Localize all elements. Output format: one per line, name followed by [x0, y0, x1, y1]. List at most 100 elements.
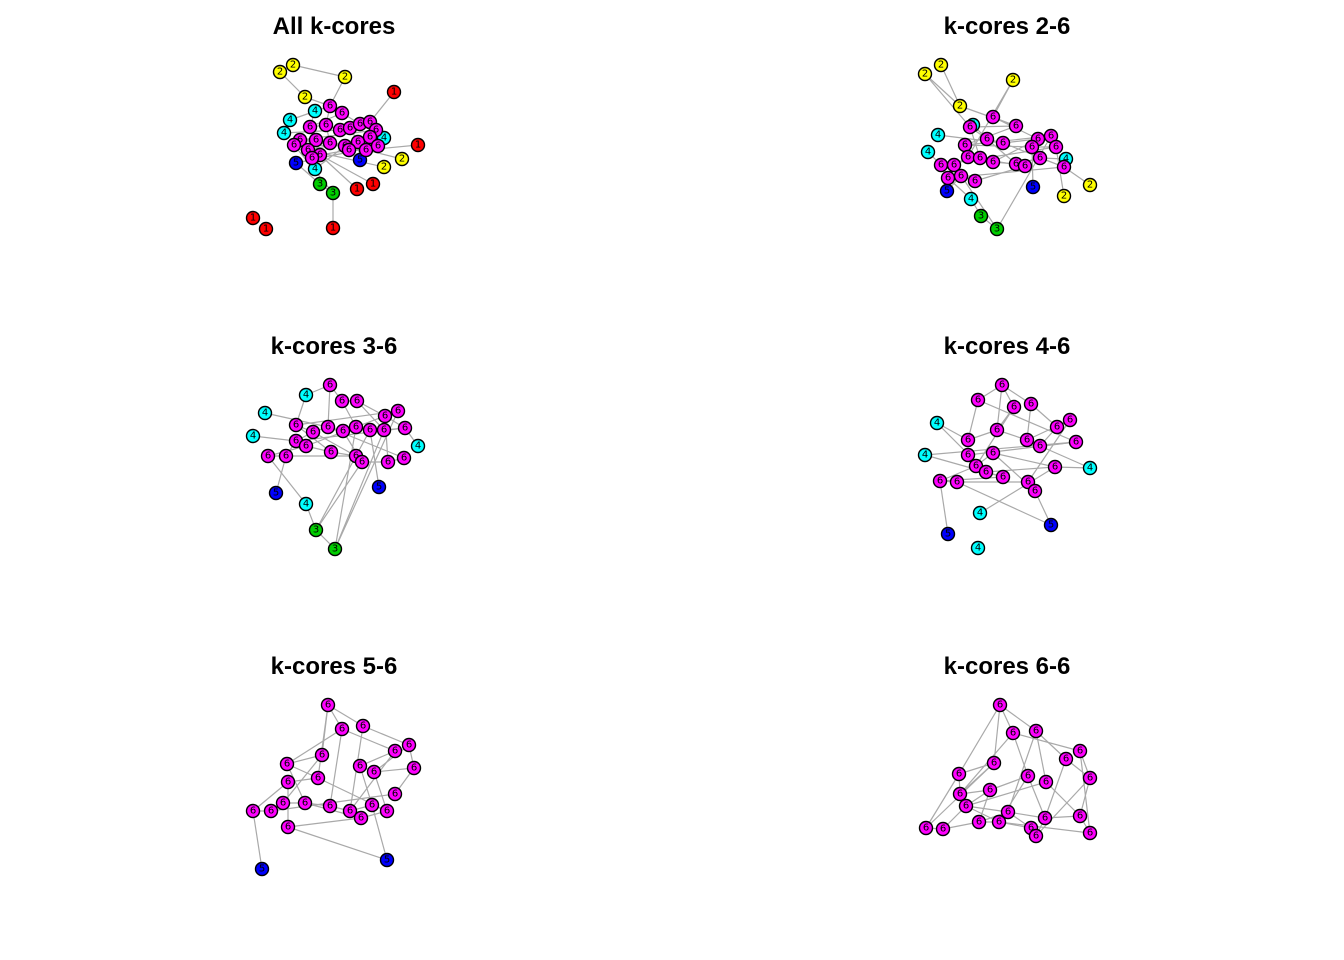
graph-node: 6: [349, 393, 365, 409]
node-label: 2: [381, 162, 387, 173]
graph-node: 6: [971, 814, 987, 830]
graph-node: 6: [362, 422, 378, 438]
node-circle: [1027, 483, 1043, 499]
graph-node: 6: [376, 422, 392, 438]
graph-node: 6: [992, 697, 1008, 713]
node-circle: [279, 756, 295, 772]
node-label: 6: [1063, 754, 1069, 765]
node-label: 6: [323, 120, 329, 131]
node-circle: [960, 447, 976, 463]
node-label: 6: [346, 145, 352, 156]
graph-edge: [925, 773, 960, 829]
node-label: 3: [313, 525, 319, 536]
node-circle: [312, 176, 328, 192]
graph-edge: [956, 481, 1052, 526]
graph-node: 6: [1028, 828, 1044, 844]
graph-edge: [282, 754, 323, 804]
node-label: 6: [339, 724, 345, 735]
graph-node: 6: [334, 721, 350, 737]
node-label: 4: [1063, 154, 1069, 165]
graph-node: 2: [337, 69, 353, 85]
graph-node: 6: [967, 173, 983, 189]
node-label: 4: [312, 106, 318, 117]
node-circle: [362, 422, 378, 438]
node-label: 1: [370, 179, 376, 190]
graph-node: 1: [245, 210, 261, 226]
node-label: 6: [938, 160, 944, 171]
node-circle: [1082, 770, 1098, 786]
graph-edge: [287, 826, 388, 861]
node-circle: [323, 444, 339, 460]
graph-node: 6: [297, 795, 313, 811]
node-circle: [958, 798, 974, 814]
node-circle: [396, 450, 412, 466]
graph-node: 6: [322, 98, 338, 114]
graph-node: 4: [410, 438, 426, 454]
node-circle: [288, 417, 304, 433]
node-circle: [307, 103, 323, 119]
node-circle: [410, 137, 426, 153]
node-label: 6: [353, 451, 359, 462]
graph-node: 4: [298, 496, 314, 512]
node-label: 2: [1010, 75, 1016, 86]
graph-node: 6: [358, 142, 374, 158]
graph-node: 6: [960, 447, 976, 463]
node-circle: [1025, 179, 1041, 195]
node-label: 6: [1053, 142, 1059, 153]
node-circle: [318, 117, 334, 133]
node-circle: [960, 432, 976, 448]
node-label: 6: [373, 125, 379, 136]
node-label: 6: [303, 441, 309, 452]
graph-node: 6: [406, 760, 422, 776]
node-label: 6: [313, 135, 319, 146]
node-circle: [1028, 828, 1044, 844]
node-label: 6: [357, 761, 363, 772]
graph-node: 6: [1000, 804, 1016, 820]
node-circle: [972, 150, 988, 166]
node-circle: [352, 758, 368, 774]
node-circle: [985, 154, 1001, 170]
graph-node: 6: [322, 798, 338, 814]
panel-title-k-cores-2-6: k-cores 2-6: [944, 13, 1071, 40]
node-circle: [376, 422, 392, 438]
node-label: 3: [994, 224, 1000, 235]
node-circle: [1049, 419, 1065, 435]
graph-node: 6: [286, 137, 302, 153]
node-label: 4: [381, 133, 387, 144]
node-label: 5: [945, 529, 951, 540]
node-label: 6: [1033, 831, 1039, 842]
graph-edge: [979, 466, 1056, 514]
node-circle: [278, 448, 294, 464]
node-label: 3: [330, 188, 336, 199]
node-circle: [1019, 432, 1035, 448]
node-circle: [365, 176, 381, 192]
node-label: 6: [996, 817, 1002, 828]
node-label: 6: [972, 176, 978, 187]
graph-node: 6: [1019, 432, 1035, 448]
graph-edge: [292, 64, 346, 78]
graph-edge: [1045, 781, 1081, 817]
graph-node: 6: [1023, 396, 1039, 412]
node-label: 6: [385, 457, 391, 468]
graph-edge: [362, 725, 410, 746]
node-circle: [325, 220, 341, 236]
node-circle: [995, 469, 1011, 485]
node-label: 5: [376, 482, 382, 493]
node-label: 1: [263, 224, 269, 235]
node-circle: [285, 57, 301, 73]
node-circle: [362, 129, 378, 145]
graph-edge: [965, 781, 1047, 807]
graph-node: 6: [370, 138, 386, 154]
node-label: 6: [984, 134, 990, 145]
node-label: 6: [965, 152, 971, 163]
graph-edge: [312, 431, 357, 457]
graph-node: 6: [951, 766, 967, 782]
graph-node: 6: [970, 392, 986, 408]
graph-node: 6: [1027, 483, 1043, 499]
node-circle: [1005, 725, 1021, 741]
graph-node: 6: [308, 132, 324, 148]
graph-edge: [1012, 732, 1081, 752]
